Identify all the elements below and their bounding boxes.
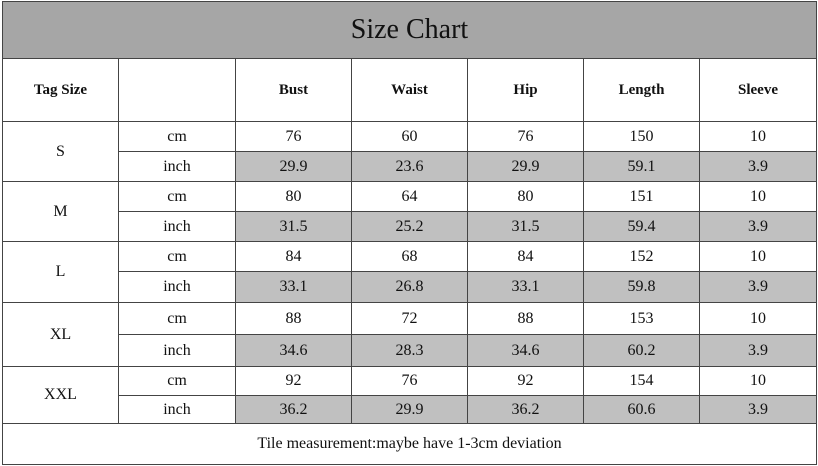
value-cell: 64 — [351, 181, 468, 212]
value-cell: 26.8 — [351, 271, 468, 303]
unit-cell: cm — [118, 302, 236, 335]
value-cell: 84 — [467, 241, 584, 272]
value-cell: 60 — [351, 121, 468, 152]
unit-cell: cm — [118, 181, 236, 212]
value-cell: 3.9 — [699, 151, 817, 182]
unit-cell: inch — [118, 334, 236, 367]
unit-cell: cm — [118, 366, 236, 396]
value-cell: 3.9 — [699, 211, 817, 242]
value-cell: 36.2 — [235, 395, 352, 424]
value-cell: 84 — [235, 241, 352, 272]
value-cell: 10 — [699, 121, 817, 152]
size-cell: S — [2, 121, 119, 182]
header-cell: Bust — [235, 58, 352, 122]
value-cell: 29.9 — [351, 395, 468, 424]
header-cell: Sleeve — [699, 58, 817, 122]
value-cell: 34.6 — [235, 334, 352, 367]
value-cell: 31.5 — [235, 211, 352, 242]
value-cell: 33.1 — [235, 271, 352, 303]
value-cell: 80 — [235, 181, 352, 212]
value-cell: 10 — [699, 302, 817, 335]
value-cell: 10 — [699, 241, 817, 272]
value-cell: 23.6 — [351, 151, 468, 182]
value-cell: 150 — [583, 121, 700, 152]
value-cell: 88 — [235, 302, 352, 335]
header-cell — [118, 58, 236, 122]
value-cell: 29.9 — [235, 151, 352, 182]
value-cell: 10 — [699, 181, 817, 212]
value-cell: 59.4 — [583, 211, 700, 242]
value-cell: 31.5 — [467, 211, 584, 242]
value-cell: 80 — [467, 181, 584, 212]
header-cell: Waist — [351, 58, 468, 122]
value-cell: 36.2 — [467, 395, 584, 424]
value-cell: 153 — [583, 302, 700, 335]
value-cell: 60.2 — [583, 334, 700, 367]
value-cell: 29.9 — [467, 151, 584, 182]
header-cell: Length — [583, 58, 700, 122]
size-cell: M — [2, 181, 119, 242]
value-cell: 76 — [351, 366, 468, 396]
unit-cell: cm — [118, 121, 236, 152]
value-cell: 3.9 — [699, 334, 817, 367]
value-cell: 154 — [583, 366, 700, 396]
title: Size Chart — [2, 1, 817, 59]
value-cell: 92 — [235, 366, 352, 396]
header-cell: Tag Size — [2, 58, 119, 122]
value-cell: 76 — [235, 121, 352, 152]
unit-cell: inch — [118, 211, 236, 242]
value-cell: 34.6 — [467, 334, 584, 367]
value-cell: 25.2 — [351, 211, 468, 242]
value-cell: 68 — [351, 241, 468, 272]
value-cell: 88 — [467, 302, 584, 335]
unit-cell: inch — [118, 151, 236, 182]
size-cell: L — [2, 241, 119, 303]
value-cell: 33.1 — [467, 271, 584, 303]
header-cell: Hip — [467, 58, 584, 122]
unit-cell: cm — [118, 241, 236, 272]
value-cell: 10 — [699, 366, 817, 396]
unit-cell: inch — [118, 271, 236, 303]
value-cell: 72 — [351, 302, 468, 335]
value-cell: 28.3 — [351, 334, 468, 367]
value-cell: 59.8 — [583, 271, 700, 303]
note: Tile measurement:maybe have 1-3cm deviat… — [2, 423, 817, 465]
value-cell: 3.9 — [699, 271, 817, 303]
value-cell: 92 — [467, 366, 584, 396]
size-cell: XXL — [2, 366, 119, 424]
unit-cell: inch — [118, 395, 236, 424]
value-cell: 152 — [583, 241, 700, 272]
value-cell: 3.9 — [699, 395, 817, 424]
value-cell: 76 — [467, 121, 584, 152]
size-cell: XL — [2, 302, 119, 367]
value-cell: 59.1 — [583, 151, 700, 182]
value-cell: 60.6 — [583, 395, 700, 424]
value-cell: 151 — [583, 181, 700, 212]
